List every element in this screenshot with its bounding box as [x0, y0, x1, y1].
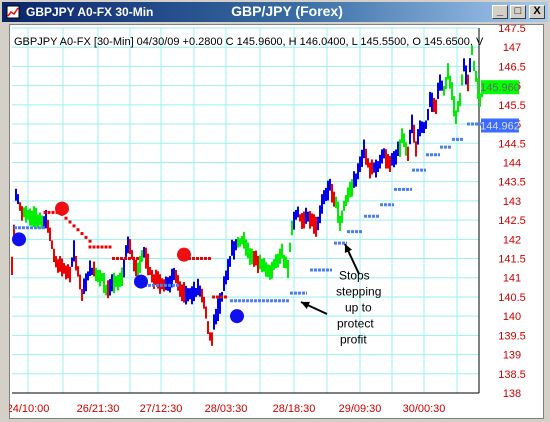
- stop-price-label: 144.962: [480, 121, 520, 133]
- x-tick-label: 28/18:30: [273, 403, 316, 415]
- annotation-text: Stops: [339, 269, 370, 283]
- trailing-stop-dot: [72, 224, 76, 228]
- trailing-stop-dot: [51, 210, 55, 214]
- trailing-stop-dot: [43, 210, 47, 214]
- trailing-stop-dot: [108, 245, 112, 249]
- x-tick-label: 26/21:30: [77, 403, 120, 415]
- y-tick-label: 146.5: [498, 61, 526, 73]
- trailing-stop-dot: [100, 245, 104, 249]
- y-tick-label: 140: [503, 311, 521, 323]
- y-tick-label: 142.5: [498, 215, 526, 227]
- plot-frame: 147.5147146.5146145.5145144.5144143.5143…: [9, 24, 544, 419]
- x-tick-label: 29/09:30: [339, 403, 382, 415]
- y-tick-label: 139: [503, 350, 521, 362]
- trailing-stop-dot: [80, 232, 84, 236]
- y-tick-label: 142: [503, 234, 521, 246]
- minimize-button[interactable]: _: [492, 5, 508, 19]
- price-chart[interactable]: 147.5147146.5146145.5145144.5144143.5143…: [9, 24, 544, 419]
- sell-signal-marker: [177, 247, 191, 262]
- buy-signal-marker: [230, 309, 244, 324]
- y-tick-label: 143: [503, 196, 521, 208]
- buy-signal-marker: [134, 274, 148, 289]
- y-tick-label: 139.5: [498, 330, 526, 342]
- x-tick-label: 27/12:30: [140, 403, 183, 415]
- y-tick-label: 144: [503, 157, 521, 169]
- annotation-text: profit: [340, 333, 367, 347]
- annotation-arrow-upper-head: [344, 244, 352, 253]
- trailing-stop-dot: [96, 245, 100, 249]
- chart-info-line: GBPJPY A0-FX [30-Min] 04/30/09 +0.2800 C…: [14, 36, 484, 48]
- trailing-stop-dot: [64, 216, 68, 220]
- y-tick-label: 144.5: [498, 138, 526, 150]
- x-tick-label: 28/03:30: [205, 403, 248, 415]
- y-tick-label: 141.5: [498, 254, 526, 266]
- last-price-label: 145.960: [480, 82, 520, 94]
- annotation-text: stepping: [336, 285, 381, 299]
- trailing-stop-dot: [84, 235, 88, 239]
- trailing-stop-dot: [92, 245, 96, 249]
- chart-title: GBP/JPY (Forex): [231, 3, 343, 19]
- trailing-stop-dot: [88, 245, 92, 249]
- plot-background: [9, 24, 544, 419]
- y-tick-label: 141: [503, 273, 521, 285]
- trailing-stop-dot: [104, 245, 108, 249]
- y-tick-label: 147.5: [498, 24, 526, 35]
- title-bar[interactable]: GBPJPY A0-FX 30-Min GBP/JPY (Forex) _ □ …: [2, 2, 548, 22]
- x-tick-label: 30/00:30: [403, 403, 446, 415]
- y-tick-label: 143.5: [498, 177, 526, 189]
- y-tick-label: 145.5: [498, 100, 526, 112]
- annotation-text: protect: [337, 317, 374, 331]
- sell-signal-marker: [55, 201, 69, 216]
- last-price-label-box: [481, 80, 519, 95]
- chart-app-icon: [6, 5, 20, 19]
- annotation-text: up to: [345, 301, 372, 315]
- stop-price-label-box: [481, 118, 519, 133]
- plot-border: [9, 24, 544, 419]
- x-tick-label: 24/10:00: [9, 403, 49, 415]
- trailing-stop-dot: [76, 228, 80, 232]
- window-title: GBPJPY A0-FX 30-Min: [26, 5, 154, 19]
- y-tick-label: 138.5: [498, 369, 526, 381]
- trailing-stop-dot: [88, 239, 92, 243]
- maximize-button[interactable]: □: [510, 5, 526, 19]
- trailing-stop-dot: [47, 210, 51, 214]
- y-tick-label: 140.5: [498, 292, 526, 304]
- trailing-stop-dot: [68, 220, 72, 224]
- y-tick-label: 138: [503, 388, 521, 400]
- close-button[interactable]: X: [529, 5, 545, 19]
- buy-signal-marker: [12, 232, 26, 247]
- y-tick-label: 147: [503, 42, 521, 54]
- annotation-arrow-lower-head: [301, 301, 310, 309]
